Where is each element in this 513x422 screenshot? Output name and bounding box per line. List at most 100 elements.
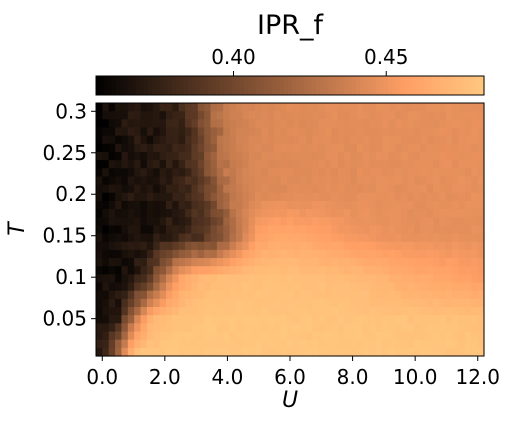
heatmap-cell	[134, 192, 142, 202]
heatmap-cell	[127, 127, 135, 137]
heatmap-cell	[464, 290, 472, 300]
heatmap-cell	[445, 282, 453, 292]
heatmap-cell	[172, 225, 180, 235]
heatmap-cell	[293, 200, 301, 210]
heatmap-cell	[210, 258, 218, 267]
colorbar-swatch	[172, 76, 177, 95]
heatmap-cell	[324, 249, 332, 259]
heatmap-cell	[191, 160, 199, 169]
heatmap-cell	[394, 339, 402, 349]
heatmap-cell	[204, 209, 212, 218]
heatmap-cell	[178, 241, 186, 251]
heatmap-cell	[318, 298, 326, 308]
heatmap-cell	[394, 127, 402, 137]
heatmap-cell	[401, 160, 409, 169]
heatmap-cell	[140, 339, 148, 349]
heatmap-cell	[344, 151, 352, 161]
heatmap-cell	[312, 192, 320, 202]
heatmap-cell	[121, 176, 129, 186]
heatmap-cell	[159, 307, 167, 316]
heatmap-cell	[426, 103, 434, 112]
heatmap-cell	[159, 331, 167, 341]
heatmap-cell	[388, 315, 396, 324]
heatmap-cell	[127, 315, 135, 324]
heatmap-cell	[477, 258, 485, 267]
heatmap-cell	[210, 331, 218, 341]
heatmap-cell	[121, 209, 129, 218]
heatmap-cell	[185, 323, 193, 333]
heatmap-cell	[477, 331, 485, 341]
heatmap-cell	[356, 266, 364, 275]
heatmap-cell	[153, 290, 161, 300]
heatmap-cell	[235, 160, 243, 169]
heatmap-cell	[134, 266, 142, 275]
heatmap-cell	[356, 233, 364, 243]
heatmap-cell	[414, 135, 421, 145]
heatmap-cell	[477, 135, 485, 145]
heatmap-cell	[242, 347, 250, 357]
heatmap-cell	[115, 217, 123, 227]
heatmap-cell	[280, 200, 288, 210]
heatmap-cell	[318, 176, 326, 186]
heatmap-cell	[216, 241, 224, 251]
heatmap-cell	[439, 200, 447, 210]
heatmap-cell	[324, 103, 332, 112]
heatmap-cell	[159, 347, 167, 357]
heatmap-cell	[331, 151, 339, 161]
heatmap-cell	[248, 331, 256, 341]
heatmap-cell	[477, 298, 485, 308]
heatmap-cell	[191, 111, 199, 120]
heatmap-cell	[452, 266, 460, 275]
heatmap-cell	[229, 127, 237, 137]
colorbar-swatch	[116, 76, 121, 95]
heatmap-cell	[324, 233, 332, 243]
heatmap-cell	[369, 282, 377, 292]
heatmap-cell	[318, 200, 326, 210]
heatmap-cell	[426, 233, 434, 243]
heatmap-cell	[210, 192, 218, 202]
heatmap-cell	[414, 241, 421, 251]
heatmap-cell	[458, 282, 466, 292]
heatmap-cell	[178, 127, 186, 137]
heatmap-cell	[146, 143, 154, 153]
heatmap-cell	[153, 217, 161, 227]
heatmap-cell	[375, 119, 383, 129]
heatmap-cell	[420, 258, 428, 267]
heatmap-cell	[235, 274, 243, 284]
heatmap-cell	[191, 339, 199, 349]
heatmap-cell	[140, 258, 148, 267]
heatmap-cell	[185, 192, 193, 202]
heatmap-cell	[172, 323, 180, 333]
heatmap-cell	[477, 266, 485, 275]
heatmap-cell	[102, 339, 110, 349]
heatmap-cell	[445, 290, 453, 300]
heatmap-cell	[197, 274, 205, 284]
heatmap-cell	[197, 217, 205, 227]
heatmap-cell	[286, 103, 294, 112]
colorbar-swatch	[108, 76, 113, 95]
heatmap-cell	[248, 135, 256, 145]
heatmap-cell	[433, 192, 441, 202]
heatmap-cell	[407, 266, 415, 275]
heatmap-cell	[471, 307, 479, 316]
heatmap-cell	[293, 233, 301, 243]
heatmap-cell	[140, 119, 148, 129]
heatmap-cell	[445, 192, 453, 202]
heatmap-cell	[369, 225, 377, 235]
heatmap-cell	[426, 258, 434, 267]
heatmap-cell	[223, 282, 231, 292]
heatmap-cell	[305, 258, 313, 267]
heatmap-cell	[286, 266, 294, 275]
heatmap-cell	[134, 347, 142, 357]
heatmap-cell	[452, 119, 460, 129]
heatmap-cell	[388, 274, 396, 284]
heatmap-cell	[382, 258, 390, 267]
heatmap-cell	[267, 298, 275, 308]
heatmap-cell	[229, 339, 237, 349]
colorbar-swatch	[276, 76, 281, 95]
heatmap-cell	[210, 290, 218, 300]
colorbar-swatch	[404, 76, 409, 95]
heatmap-cell	[318, 307, 326, 316]
heatmap-cell	[331, 176, 339, 186]
heatmap-cell	[229, 315, 237, 324]
